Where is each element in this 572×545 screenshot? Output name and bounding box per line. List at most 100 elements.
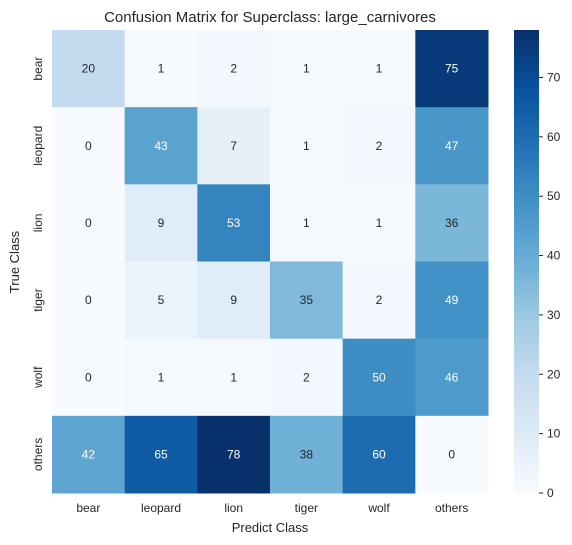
heatmap-cell	[342, 338, 416, 417]
chart-title: Confusion Matrix for Superclass: large_c…	[104, 9, 436, 26]
heatmap-cell	[342, 261, 416, 340]
colorbar-tick-label: 0	[547, 486, 554, 500]
cell-value-label: 20	[82, 62, 96, 76]
cell-value-label: 1	[230, 370, 237, 384]
cell-value-label: 0	[85, 370, 92, 384]
colorbar	[514, 30, 539, 493]
x-tick-label: leopard	[141, 501, 181, 515]
heatmap-cell	[270, 107, 344, 185]
cell-value-label: 38	[300, 447, 314, 461]
cell-value-label: 1	[303, 62, 310, 76]
heatmap-cell	[197, 261, 271, 340]
heatmap-cell	[415, 30, 489, 108]
y-axis-label: True Class	[7, 230, 22, 293]
cell-value-label: 53	[227, 216, 241, 230]
y-tick-label: lion	[31, 214, 45, 233]
y-tick-label: bear	[31, 57, 45, 81]
colorbar-tick-label: 70	[547, 70, 561, 84]
colorbar-tick-label: 30	[547, 308, 561, 322]
cell-value-label: 42	[82, 447, 96, 461]
cell-value-label: 5	[158, 293, 165, 307]
cell-value-label: 60	[372, 447, 386, 461]
heatmap-cell	[52, 338, 126, 417]
cell-value-label: 0	[448, 447, 455, 461]
colorbar-tick-label: 10	[547, 427, 561, 441]
y-tick-labels: bear leopard lion tiger wolf others	[31, 57, 45, 472]
x-tick-label: tiger	[295, 501, 318, 515]
colorbar-tick-label: 40	[547, 249, 561, 263]
x-tick-labels: bear leopard lion tiger wolf others	[76, 501, 468, 515]
cell-value-label: 78	[227, 447, 241, 461]
heatmap-cell	[415, 107, 489, 185]
y-tick-label: others	[31, 438, 45, 471]
x-tick-label: lion	[224, 501, 243, 515]
heatmap-cell	[342, 184, 416, 262]
heatmap-cell	[270, 30, 344, 108]
heatmap-cell	[124, 338, 198, 417]
x-tick-label: bear	[76, 501, 100, 515]
cell-value-label: 1	[376, 216, 383, 230]
heatmap-cell	[124, 107, 198, 185]
cell-value-label: 1	[376, 62, 383, 76]
colorbar-ticks: 0 10 20 30 40 50 60 70	[539, 70, 561, 500]
cell-value-label: 2	[376, 293, 383, 307]
cell-value-label: 2	[376, 139, 383, 153]
cell-value-label: 1	[158, 370, 165, 384]
x-tick-label: others	[435, 501, 468, 515]
cell-value-label: 49	[445, 293, 459, 307]
heatmap-cell	[197, 338, 271, 417]
cell-value-label: 2	[303, 370, 310, 384]
heatmap-cell	[197, 30, 271, 108]
heatmap-cell	[197, 107, 271, 185]
cell-value-label: 43	[154, 139, 168, 153]
y-tick-label: wolf	[31, 366, 45, 389]
colorbar-tick-label: 50	[547, 189, 561, 203]
heatmap-cell	[52, 30, 126, 108]
heatmap-cell	[52, 261, 126, 340]
cell-value-label: 0	[85, 216, 92, 230]
heatmap-cell	[270, 261, 344, 340]
heatmap-cell	[415, 261, 489, 340]
heatmap-cell	[342, 415, 416, 494]
heatmap-cell	[415, 338, 489, 417]
cell-value-label: 1	[303, 216, 310, 230]
x-tick-label: wolf	[367, 501, 390, 515]
heatmap-cell	[124, 184, 198, 262]
heatmap-cell	[52, 184, 126, 262]
cell-value-label: 1	[303, 139, 310, 153]
cell-value-label: 75	[445, 62, 459, 76]
heatmap-cell	[270, 338, 344, 417]
heatmap-cell	[342, 107, 416, 185]
cell-value-label: 47	[445, 139, 459, 153]
cell-value-label: 0	[85, 293, 92, 307]
heatmap-cell	[124, 415, 198, 494]
cell-value-label: 36	[445, 216, 459, 230]
heatmap-cell	[52, 107, 126, 185]
cell-value-label: 7	[230, 139, 237, 153]
heatmap-cell	[342, 30, 416, 108]
heatmap-cell	[270, 184, 344, 262]
heatmap-cell	[415, 415, 489, 494]
colorbar-tick-label: 60	[547, 130, 561, 144]
cell-value-label: 2	[230, 62, 237, 76]
cell-value-label: 9	[158, 216, 165, 230]
colorbar-tick-label: 20	[547, 367, 561, 381]
cell-value-label: 0	[85, 139, 92, 153]
heatmap-cell	[124, 30, 198, 108]
cell-value-label: 35	[300, 293, 314, 307]
y-tick-label: tiger	[31, 288, 45, 311]
heatmap-cell	[124, 261, 198, 340]
heatmap-cell	[52, 415, 126, 494]
heatmap-cell	[197, 415, 271, 494]
cell-value-label: 9	[230, 293, 237, 307]
heatmap-cells: 20 1 2 1 1 75 0 43 7 1 2 47 0 9 53 1 1 36 0 5 9 35 2 49 0 1 1 2 50 46…	[52, 30, 489, 494]
cell-value-label: 46	[445, 370, 459, 384]
heatmap-cell	[270, 415, 344, 494]
heatmap-cell	[415, 184, 489, 262]
y-tick-label: leopard	[31, 126, 45, 166]
x-axis-label: Predict Class	[232, 520, 309, 535]
heatmap-cell	[197, 184, 271, 262]
cell-value-label: 65	[154, 447, 168, 461]
cell-value-label: 50	[372, 370, 386, 384]
